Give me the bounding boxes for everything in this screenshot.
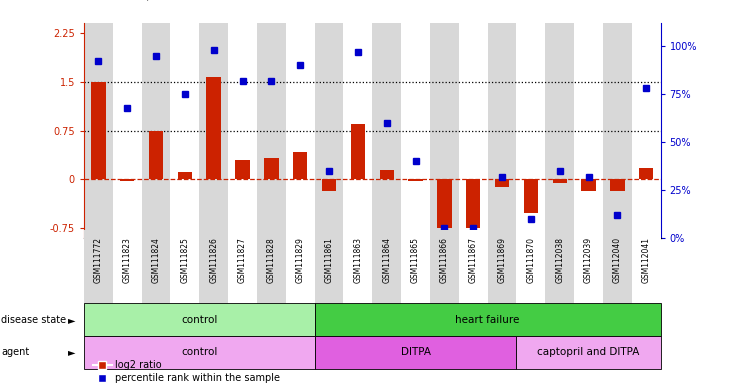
- Text: GSM111772: GSM111772: [94, 237, 103, 283]
- Text: ►: ►: [68, 347, 75, 358]
- Bar: [553, 179, 567, 183]
- Text: DITPA: DITPA: [401, 347, 431, 358]
- Bar: [285, 230, 315, 311]
- Bar: [170, 23, 199, 238]
- Bar: [402, 230, 430, 311]
- Bar: [207, 77, 221, 179]
- Bar: [430, 23, 458, 238]
- Bar: [350, 124, 365, 179]
- Text: GSM111866: GSM111866: [440, 237, 449, 283]
- Bar: [523, 179, 538, 214]
- Bar: [516, 230, 545, 311]
- Bar: [488, 230, 517, 311]
- Bar: [430, 230, 458, 311]
- Text: captopril and DITPA: captopril and DITPA: [537, 347, 639, 358]
- Text: heart failure: heart failure: [456, 314, 520, 325]
- Bar: [495, 179, 510, 187]
- Bar: [113, 23, 142, 238]
- Bar: [545, 23, 574, 238]
- Bar: [315, 23, 343, 238]
- Bar: [402, 23, 430, 238]
- Bar: [293, 152, 307, 179]
- Bar: [170, 230, 199, 311]
- Bar: [639, 168, 653, 179]
- Text: GSM111864: GSM111864: [383, 237, 391, 283]
- Bar: [458, 230, 488, 311]
- Bar: [120, 179, 134, 181]
- Text: ►: ►: [68, 314, 75, 325]
- Text: GSM112039: GSM112039: [584, 237, 593, 283]
- Bar: [488, 23, 517, 238]
- Bar: [574, 23, 603, 238]
- Bar: [199, 230, 228, 311]
- Text: GSM111827: GSM111827: [238, 237, 247, 283]
- Bar: [632, 23, 661, 238]
- Bar: [610, 179, 625, 191]
- Text: GSM111824: GSM111824: [152, 237, 161, 283]
- Bar: [315, 303, 661, 336]
- Text: disease state: disease state: [1, 314, 66, 325]
- Bar: [235, 160, 250, 179]
- Text: GSM112041: GSM112041: [642, 237, 650, 283]
- Bar: [315, 336, 516, 369]
- Text: control: control: [181, 314, 218, 325]
- Text: agent: agent: [1, 347, 30, 358]
- Text: GSM111829: GSM111829: [296, 237, 304, 283]
- Bar: [84, 336, 315, 369]
- Text: GSM111865: GSM111865: [411, 237, 420, 283]
- Bar: [84, 23, 112, 238]
- Bar: [372, 230, 401, 311]
- Bar: [257, 23, 285, 238]
- Bar: [149, 131, 164, 179]
- Text: GSM111823: GSM111823: [123, 237, 131, 283]
- Text: GSM111861: GSM111861: [325, 237, 334, 283]
- Bar: [84, 230, 112, 311]
- Bar: [315, 230, 343, 311]
- Bar: [466, 179, 480, 228]
- Bar: [343, 23, 372, 238]
- Text: GSM111826: GSM111826: [210, 237, 218, 283]
- Bar: [516, 336, 661, 369]
- Bar: [581, 179, 596, 191]
- Bar: [91, 82, 106, 179]
- Text: GDS2174 / 6066: GDS2174 / 6066: [84, 0, 187, 2]
- Bar: [257, 230, 285, 311]
- Bar: [603, 230, 632, 311]
- Text: GSM112038: GSM112038: [556, 237, 564, 283]
- Bar: [84, 303, 315, 336]
- Bar: [603, 23, 632, 238]
- Bar: [285, 23, 315, 238]
- Bar: [408, 179, 423, 181]
- Text: GSM111863: GSM111863: [353, 237, 362, 283]
- Bar: [632, 230, 661, 311]
- Legend: log2 ratio, percentile rank within the sample: log2 ratio, percentile rank within the s…: [89, 356, 284, 384]
- Bar: [264, 158, 279, 179]
- Bar: [228, 230, 257, 311]
- Bar: [228, 23, 257, 238]
- Bar: [199, 23, 228, 238]
- Text: GSM111869: GSM111869: [498, 237, 507, 283]
- Bar: [177, 172, 192, 179]
- Bar: [372, 23, 401, 238]
- Text: GSM111867: GSM111867: [469, 237, 477, 283]
- Text: GSM112040: GSM112040: [613, 237, 622, 283]
- Text: GSM111870: GSM111870: [526, 237, 535, 283]
- Bar: [322, 179, 337, 191]
- Bar: [516, 23, 545, 238]
- Text: GSM111825: GSM111825: [180, 237, 189, 283]
- Bar: [343, 230, 372, 311]
- Text: GSM111828: GSM111828: [267, 237, 276, 283]
- Bar: [142, 230, 171, 311]
- Text: control: control: [181, 347, 218, 358]
- Bar: [380, 170, 394, 179]
- Bar: [458, 23, 488, 238]
- Bar: [437, 179, 452, 228]
- Bar: [545, 230, 574, 311]
- Bar: [113, 230, 142, 311]
- Bar: [142, 23, 171, 238]
- Bar: [574, 230, 603, 311]
